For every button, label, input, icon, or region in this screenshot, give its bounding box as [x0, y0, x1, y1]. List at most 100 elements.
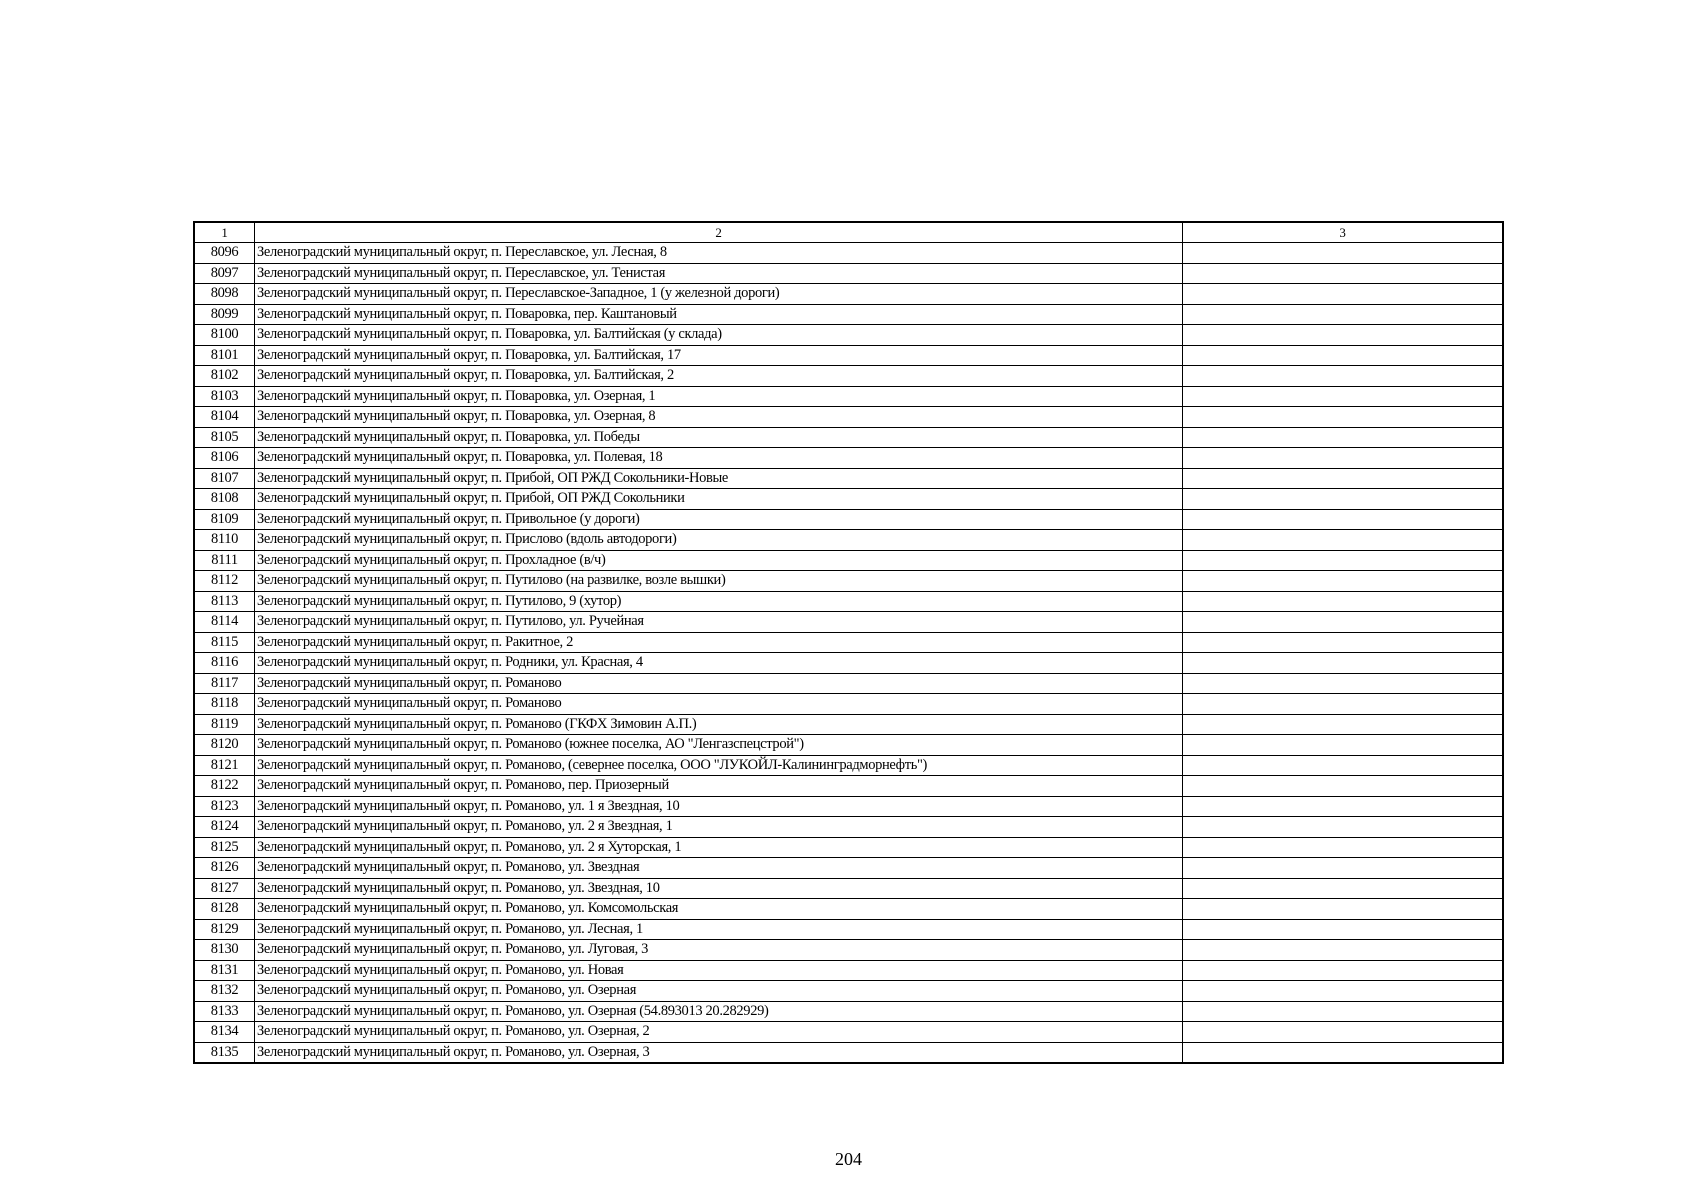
row-number-cell: 8103: [193, 385, 255, 407]
address-cell: Зеленоградский муниципальный округ, п. Р…: [254, 734, 1183, 756]
row-number-cell: 8117: [193, 672, 255, 694]
row-number-cell: 8099: [193, 303, 255, 325]
address-cell: Зеленоградский муниципальный округ, п. П…: [254, 570, 1183, 592]
address-table: 1 2 3 8096 Зеленоградский муниципальный о…: [193, 221, 1504, 1064]
row-number-cell: 8127: [193, 877, 255, 899]
table-row: 8126 Зеленоградский муниципальный округ, …: [193, 857, 1504, 879]
row-number-cell: 8102: [193, 365, 255, 387]
empty-cell: [1182, 672, 1504, 694]
address-cell: Зеленоградский муниципальный округ, п. Р…: [254, 959, 1183, 981]
empty-cell: [1182, 939, 1504, 961]
row-number-cell: 8119: [193, 713, 255, 735]
table-row: 8127 Зеленоградский муниципальный округ, …: [193, 877, 1504, 899]
address-cell: Зеленоградский муниципальный округ, п. П…: [254, 488, 1183, 510]
page-number: 204: [835, 1149, 862, 1169]
row-number-cell: 8105: [193, 426, 255, 448]
row-number-cell: 8123: [193, 795, 255, 817]
address-cell: Зеленоградский муниципальный округ, п. Р…: [254, 898, 1183, 920]
address-cell: Зеленоградский муниципальный округ, п. П…: [254, 426, 1183, 448]
empty-cell: [1182, 344, 1504, 366]
table-row: 8132 Зеленоградский муниципальный округ, …: [193, 980, 1504, 1002]
empty-cell: [1182, 775, 1504, 797]
empty-cell: [1182, 529, 1504, 551]
address-cell: Зеленоградский муниципальный округ, п. Р…: [254, 1021, 1183, 1043]
table-row: 8104 Зеленоградский муниципальный округ, …: [193, 406, 1504, 428]
row-number-cell: 8134: [193, 1021, 255, 1043]
address-cell: Зеленоградский муниципальный округ, п. П…: [254, 365, 1183, 387]
table-row: 8099 Зеленоградский муниципальный округ, …: [193, 303, 1504, 325]
row-number-cell: 8100: [193, 324, 255, 346]
empty-cell: [1182, 693, 1504, 715]
address-cell: Зеленоградский муниципальный округ, п. Р…: [254, 795, 1183, 817]
empty-cell: [1182, 570, 1504, 592]
row-number-cell: 8130: [193, 939, 255, 961]
empty-cell: [1182, 816, 1504, 838]
empty-cell: [1182, 898, 1504, 920]
empty-cell: [1182, 652, 1504, 674]
address-cell: Зеленоградский муниципальный округ, п. П…: [254, 590, 1183, 612]
table-row: 8107 Зеленоградский муниципальный округ, …: [193, 467, 1504, 489]
row-number-cell: 8131: [193, 959, 255, 981]
table-row: 8106 Зеленоградский муниципальный округ, …: [193, 447, 1504, 469]
row-number-cell: 8120: [193, 734, 255, 756]
empty-cell: [1182, 1041, 1504, 1064]
table-row: 8102 Зеленоградский муниципальный округ, …: [193, 365, 1504, 387]
address-cell: Зеленоградский муниципальный округ, п. Р…: [254, 980, 1183, 1002]
empty-cell: [1182, 488, 1504, 510]
row-number-cell: 8104: [193, 406, 255, 428]
empty-cell: [1182, 734, 1504, 756]
address-cell: Зеленоградский муниципальный округ, п. П…: [254, 508, 1183, 530]
table-row: 8105 Зеленоградский муниципальный округ, …: [193, 426, 1504, 448]
row-number-cell: 8109: [193, 508, 255, 530]
empty-cell: [1182, 959, 1504, 981]
address-cell: Зеленоградский муниципальный округ, п. П…: [254, 529, 1183, 551]
row-number-cell: 8135: [193, 1041, 255, 1064]
table-row: 8122 Зеленоградский муниципальный округ, …: [193, 775, 1504, 797]
table-row: 8124 Зеленоградский муниципальный округ, …: [193, 816, 1504, 838]
empty-cell: [1182, 877, 1504, 899]
row-number-cell: 8106: [193, 447, 255, 469]
table-row: 8131 Зеленоградский муниципальный округ, …: [193, 959, 1504, 981]
row-number-cell: 8107: [193, 467, 255, 489]
address-cell: Зеленоградский муниципальный округ, п. Р…: [254, 836, 1183, 858]
table-row: 8133 Зеленоградский муниципальный округ, …: [193, 1000, 1504, 1022]
row-number-cell: 8122: [193, 775, 255, 797]
address-cell: Зеленоградский муниципальный округ, п. П…: [254, 611, 1183, 633]
empty-cell: [1182, 385, 1504, 407]
address-cell: Зеленоградский муниципальный округ, п. П…: [254, 344, 1183, 366]
table-row: 8116 Зеленоградский муниципальный округ, …: [193, 652, 1504, 674]
address-cell: Зеленоградский муниципальный округ, п. П…: [254, 467, 1183, 489]
table-row: 8110 Зеленоградский муниципальный округ, …: [193, 529, 1504, 551]
address-cell: Зеленоградский муниципальный округ, п. П…: [254, 303, 1183, 325]
table-header-row: 1 2 3: [193, 221, 1504, 243]
table-row: 8112 Зеленоградский муниципальный округ, …: [193, 570, 1504, 592]
row-number-cell: 8133: [193, 1000, 255, 1022]
empty-cell: [1182, 447, 1504, 469]
empty-cell: [1182, 426, 1504, 448]
row-number-cell: 8128: [193, 898, 255, 920]
empty-cell: [1182, 324, 1504, 346]
table-row: 8117 Зеленоградский муниципальный округ, …: [193, 672, 1504, 694]
empty-cell: [1182, 918, 1504, 940]
table-row: 8103 Зеленоградский муниципальный округ, …: [193, 385, 1504, 407]
table-row: 8123 Зеленоградский муниципальный округ, …: [193, 795, 1504, 817]
row-number-cell: 8098: [193, 283, 255, 305]
empty-cell: [1182, 754, 1504, 776]
address-cell: Зеленоградский муниципальный округ, п. Р…: [254, 1041, 1183, 1064]
row-number-cell: 8113: [193, 590, 255, 612]
table-row: 8130 Зеленоградский муниципальный округ, …: [193, 939, 1504, 961]
address-cell: Зеленоградский муниципальный округ, п. Р…: [254, 713, 1183, 735]
row-number-cell: 8115: [193, 631, 255, 653]
table-row: 8119 Зеленоградский муниципальный округ, …: [193, 713, 1504, 735]
empty-cell: [1182, 1000, 1504, 1022]
row-number-cell: 8124: [193, 816, 255, 838]
table-row: 8121 Зеленоградский муниципальный округ, …: [193, 754, 1504, 776]
header-cell-3: 3: [1182, 221, 1504, 243]
empty-cell: [1182, 262, 1504, 284]
table-row: 8129 Зеленоградский муниципальный округ, …: [193, 918, 1504, 940]
row-number-cell: 8096: [193, 242, 255, 264]
address-cell: Зеленоградский муниципальный округ, п. П…: [254, 447, 1183, 469]
table-row: 8118 Зеленоградский муниципальный округ, …: [193, 693, 1504, 715]
address-cell: Зеленоградский муниципальный округ, п. П…: [254, 283, 1183, 305]
address-cell: Зеленоградский муниципальный округ, п. Р…: [254, 939, 1183, 961]
